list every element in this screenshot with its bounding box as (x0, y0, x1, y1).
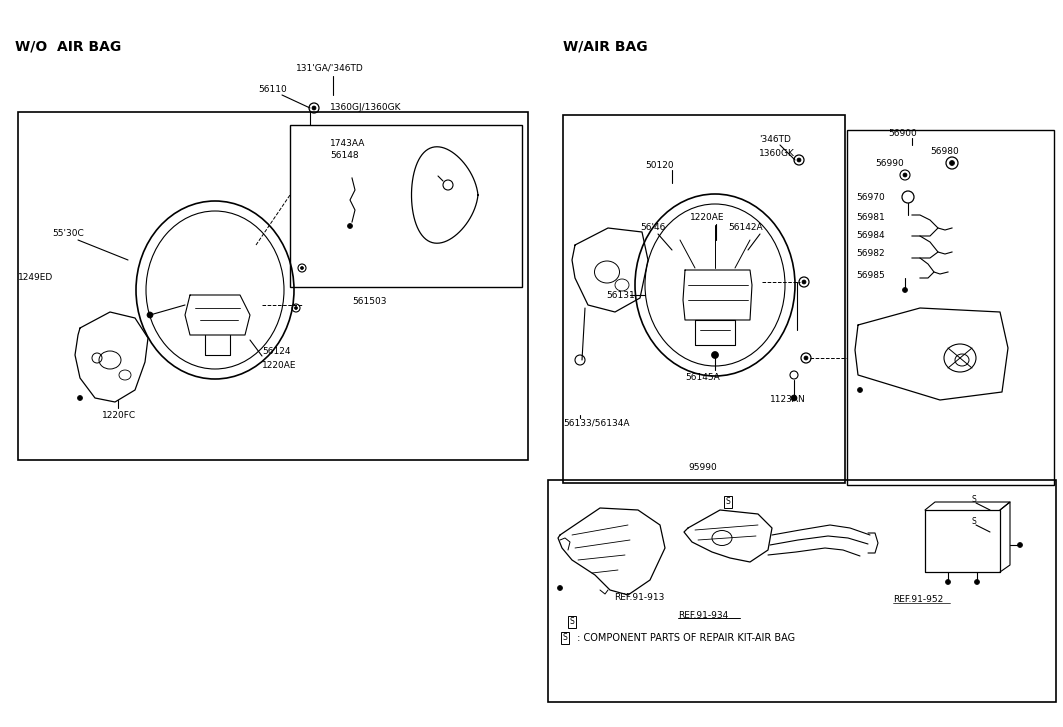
Text: 1360GJ/1360GK: 1360GJ/1360GK (330, 103, 402, 113)
Text: 1220AE: 1220AE (261, 361, 297, 371)
Text: REF.91-952: REF.91-952 (893, 595, 943, 604)
Circle shape (858, 387, 862, 393)
Circle shape (557, 585, 562, 590)
Text: 56985: 56985 (856, 270, 884, 279)
Text: REF.91-934: REF.91-934 (678, 611, 728, 619)
Circle shape (147, 312, 153, 318)
Text: 56131: 56131 (606, 291, 635, 300)
Text: 561503: 561503 (352, 297, 387, 307)
Circle shape (802, 280, 806, 284)
Text: W/AIR BAG: W/AIR BAG (563, 40, 647, 54)
Circle shape (804, 356, 808, 360)
Circle shape (791, 395, 797, 401)
Text: 50120: 50120 (645, 161, 674, 169)
Text: S: S (972, 496, 977, 505)
Circle shape (348, 223, 353, 228)
Text: 56'46: 56'46 (640, 223, 665, 233)
Text: 56970: 56970 (856, 193, 884, 203)
Text: 131'GA/'346TD: 131'GA/'346TD (296, 63, 364, 73)
Text: 1743AA: 1743AA (330, 139, 366, 148)
Circle shape (975, 579, 979, 585)
Circle shape (945, 579, 950, 585)
Circle shape (313, 106, 316, 110)
Text: 1360GK: 1360GK (759, 150, 795, 158)
Text: 56148: 56148 (330, 151, 358, 161)
Text: 1220FC: 1220FC (102, 411, 136, 420)
Bar (563, 115, 845, 483)
Text: 56980: 56980 (930, 148, 959, 156)
Text: 56900: 56900 (888, 129, 916, 137)
Text: W/O  AIR BAG: W/O AIR BAG (15, 40, 121, 54)
Text: S: S (570, 617, 574, 627)
Text: 56124: 56124 (261, 348, 290, 356)
Bar (18, 112, 528, 460)
Circle shape (797, 158, 802, 162)
Text: 1220AE: 1220AE (690, 214, 725, 222)
Text: 56984: 56984 (856, 231, 884, 241)
Text: S: S (972, 518, 977, 526)
Text: 56982: 56982 (856, 249, 884, 259)
Text: 55'30C: 55'30C (52, 230, 84, 238)
Text: 56110: 56110 (258, 86, 287, 95)
Bar (549, 480, 1056, 702)
Text: 1249ED: 1249ED (18, 273, 53, 283)
Text: 56990: 56990 (875, 158, 904, 167)
Circle shape (711, 351, 719, 358)
Text: 56145A: 56145A (685, 374, 720, 382)
Text: 95990: 95990 (688, 464, 716, 473)
Bar (290, 125, 522, 287)
Circle shape (78, 395, 83, 401)
Circle shape (301, 267, 304, 270)
Text: S: S (726, 497, 730, 507)
Circle shape (902, 287, 908, 292)
Circle shape (294, 307, 298, 310)
Text: 1123AN: 1123AN (770, 395, 806, 404)
Circle shape (902, 173, 907, 177)
Bar (847, 130, 1054, 485)
Circle shape (949, 161, 955, 166)
Text: '346TD: '346TD (759, 135, 791, 145)
Text: 56981: 56981 (856, 214, 884, 222)
Text: REF.91-913: REF.91-913 (614, 593, 664, 601)
Circle shape (1017, 542, 1023, 547)
Text: S: S (562, 633, 568, 643)
Text: 56133/56134A: 56133/56134A (563, 419, 629, 427)
Text: : COMPONENT PARTS OF REPAIR KIT-AIR BAG: : COMPONENT PARTS OF REPAIR KIT-AIR BAG (574, 633, 795, 643)
Text: 56142A: 56142A (728, 223, 762, 233)
